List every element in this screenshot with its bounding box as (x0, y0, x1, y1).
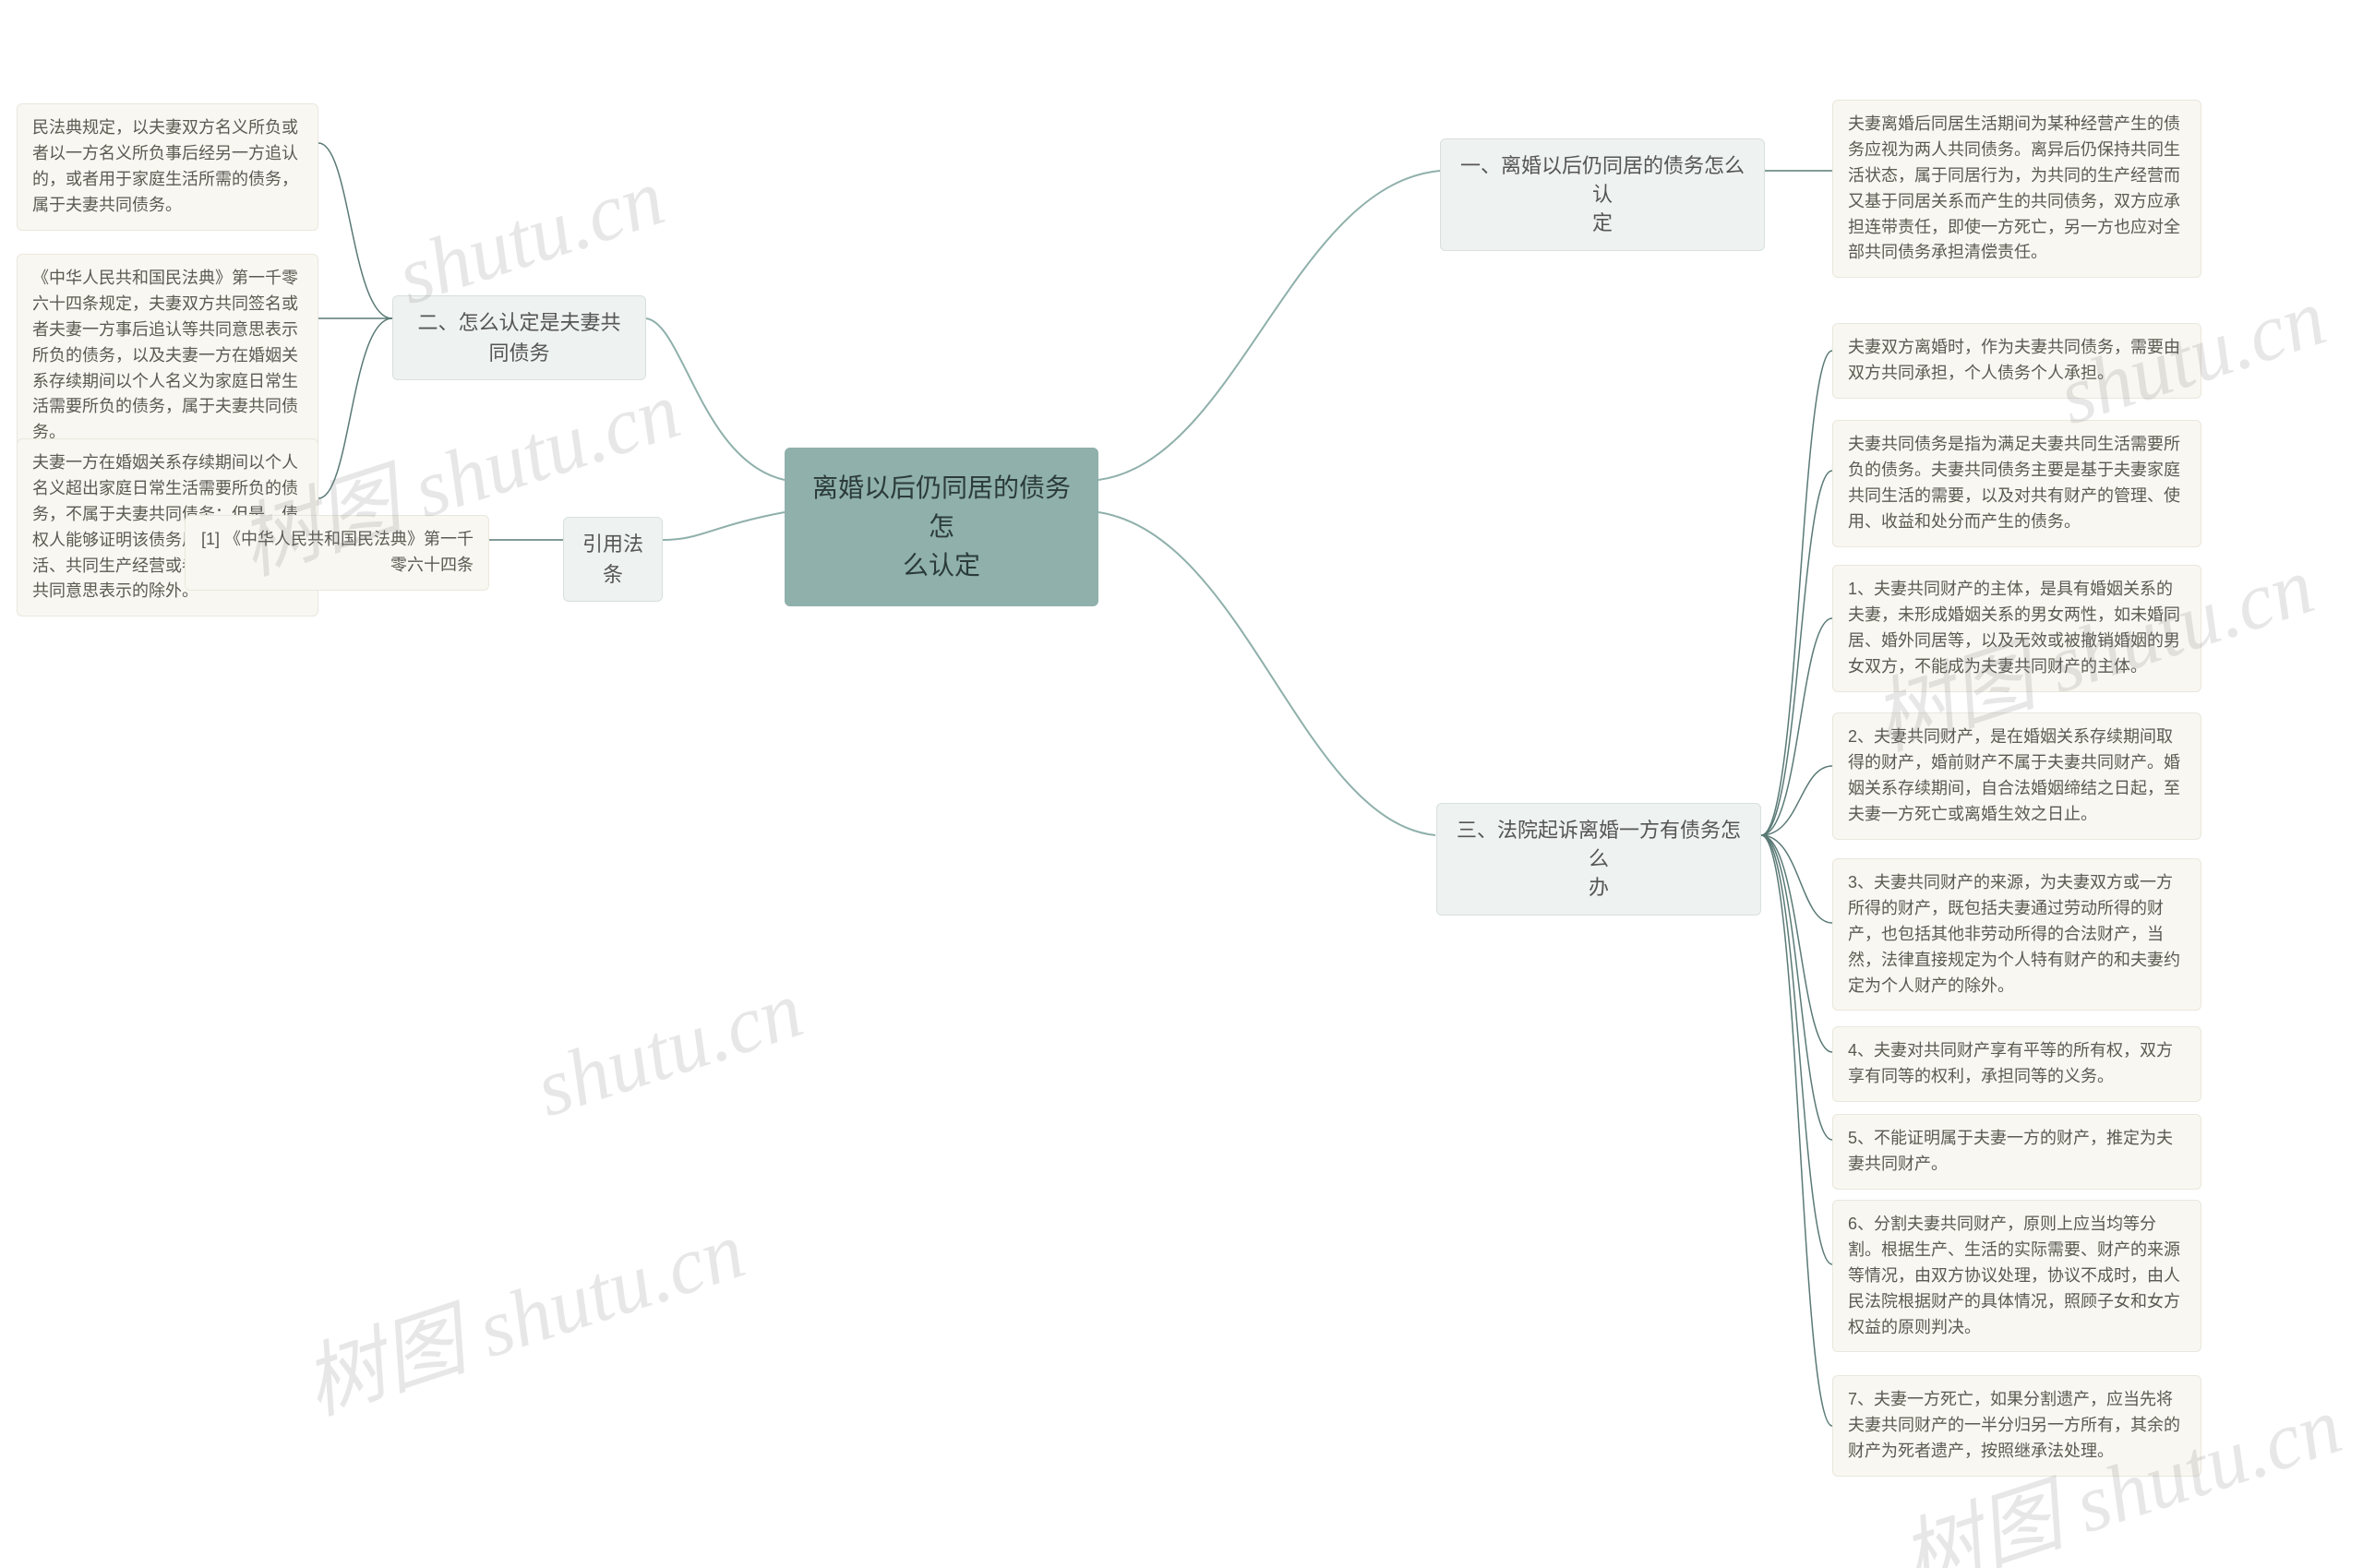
center-line1: 离婚以后仍同居的债务怎 (811, 469, 1072, 546)
branch-3-leaf-8: 7、夫妻一方死亡，如果分割遗产，应当先将夫妻共同财产的一半分归另一方所有，其余的… (1832, 1375, 2201, 1477)
branch-3-leaf-5: 4、夫妻对共同财产享有平等的所有权，双方享有同等的权利，承担同等的义务。 (1832, 1026, 2201, 1102)
branch-1-leaf: 夫妻离婚后同居生活期间为某种经营产生的债务应视为两人共同债务。离异后仍保持共同生… (1832, 100, 2201, 278)
branch-3-leaf-1: 夫妻共同债务是指为满足夫妻共同生活需要所负的债务。夫妻共同债务主要是基于夫妻家庭… (1832, 420, 2201, 547)
branch-1-line1: 一、离婚以后仍同居的债务怎么认 (1457, 152, 1747, 209)
branch-3-leaf-7: 6、分割夫妻共同财产，原则上应当均等分割。根据生产、生活的实际需要、财产的来源等… (1832, 1200, 2201, 1352)
center-line2: 么认定 (811, 546, 1072, 585)
center-topic[interactable]: 离婚以后仍同居的债务怎 么认定 (785, 448, 1098, 606)
branch-2[interactable]: 二、怎么认定是夫妻共同债务 (392, 295, 646, 380)
watermark-3: shutu.cn (525, 964, 814, 1136)
branch-3-leaf-0: 夫妻双方离婚时，作为夫妻共同债务，需要由双方共同承担，个人债务个人承担。 (1832, 323, 2201, 399)
watermark-2: 树图 shutu.cn (287, 1185, 757, 1437)
branch-3[interactable]: 三、法院起诉离婚一方有债务怎么 办 (1436, 803, 1761, 916)
branch-2-leaf-1: 《中华人民共和国民法典》第一千零六十四条规定，夫妻双方共同签名或者夫妻一方事后追… (17, 254, 318, 458)
branch-3-leaf-4: 3、夫妻共同财产的来源，为夫妻双方或一方所得的财产，既包括夫妻通过劳动所得的财产… (1832, 858, 2201, 1011)
branch-3-leaf-2: 1、夫妻共同财产的主体，是具有婚姻关系的夫妻，未形成婚姻关系的男女两性，如未婚同… (1832, 565, 2201, 692)
branch-cite-leaf: [1] 《中华人民共和国民法典》第一千零六十四条 (185, 515, 489, 591)
branch-1[interactable]: 一、离婚以后仍同居的债务怎么认 定 (1440, 138, 1765, 251)
branch-3-leaf-6: 5、不能证明属于夫妻一方的财产，推定为夫妻共同财产。 (1832, 1114, 2201, 1190)
branch-cite[interactable]: 引用法条 (563, 517, 663, 602)
branch-1-line2: 定 (1457, 209, 1747, 238)
branch-2-leaf-0: 民法典规定，以夫妻双方名义所负或者以一方名义所负事后经另一方追认的，或者用于家庭… (17, 103, 318, 231)
branch-3-line2: 办 (1454, 874, 1744, 903)
branch-3-leaf-3: 2、夫妻共同财产，是在婚姻关系存续期间取得的财产，婚前财产不属于夫妻共同财产。婚… (1832, 712, 2201, 840)
branch-3-line1: 三、法院起诉离婚一方有债务怎么 (1454, 817, 1744, 874)
